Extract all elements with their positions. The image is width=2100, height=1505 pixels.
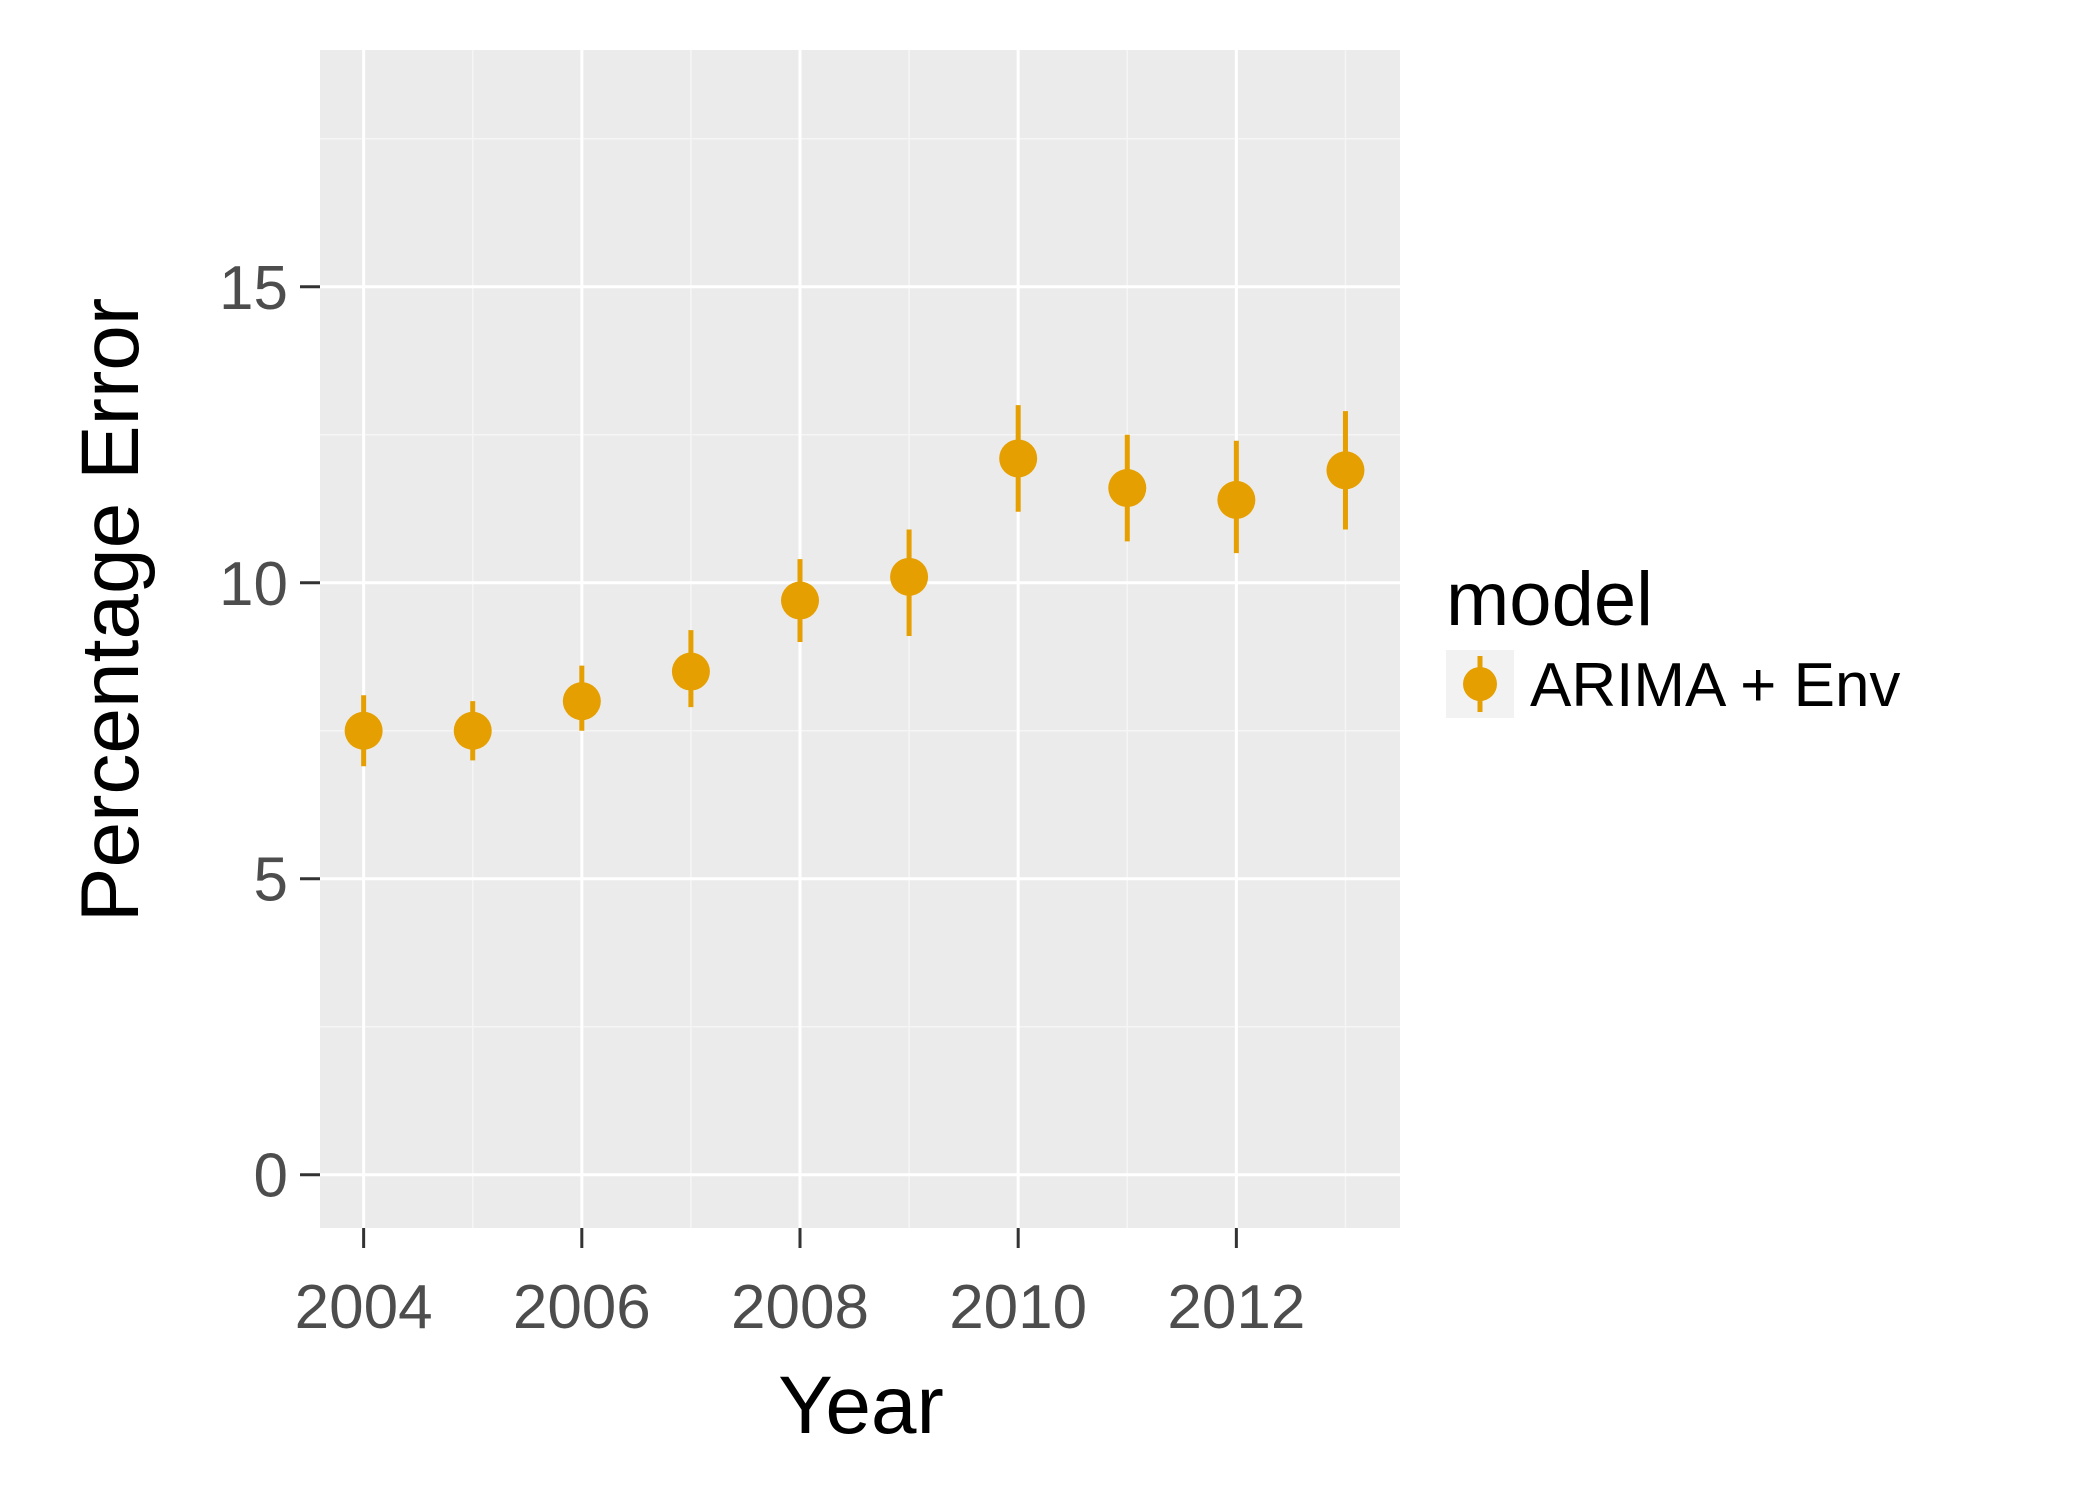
data-point xyxy=(671,652,710,691)
plot-panel-background xyxy=(320,50,1400,1228)
data-point xyxy=(890,557,929,596)
data-point xyxy=(781,581,819,620)
plot-panel xyxy=(320,50,1400,1228)
x-axis-title: Year xyxy=(778,1360,944,1451)
data-points xyxy=(344,405,1365,767)
legend-title: model xyxy=(1446,557,1653,642)
axes: 2004 2006 2008 2010 2012 0 5 10 15 xyxy=(219,254,1305,1342)
data-point xyxy=(1108,469,1147,508)
x-tick-label: 2004 xyxy=(295,1273,433,1342)
legend: model ARIMA + Env xyxy=(1446,557,1900,720)
x-tick-label: 2006 xyxy=(513,1273,651,1342)
legend-label: ARIMA + Env xyxy=(1530,651,1900,720)
data-point xyxy=(344,711,383,750)
y-tick-label: 5 xyxy=(254,846,288,915)
data-point xyxy=(562,682,601,721)
data-point xyxy=(999,439,1038,478)
y-tick-label: 10 xyxy=(219,550,288,619)
data-point xyxy=(1217,480,1256,519)
x-tick-label: 2008 xyxy=(731,1273,869,1342)
x-tick-label: 2012 xyxy=(1167,1273,1305,1342)
legend-key-point xyxy=(1463,667,1497,701)
data-point xyxy=(1326,451,1365,490)
y-axis-title: Percentage Error xyxy=(65,298,156,922)
data-point xyxy=(453,711,492,750)
y-tick-label: 15 xyxy=(219,254,288,323)
y-tick-label: 0 xyxy=(254,1142,288,1211)
x-tick-label: 2010 xyxy=(949,1273,1087,1342)
gridlines xyxy=(320,50,1400,1228)
